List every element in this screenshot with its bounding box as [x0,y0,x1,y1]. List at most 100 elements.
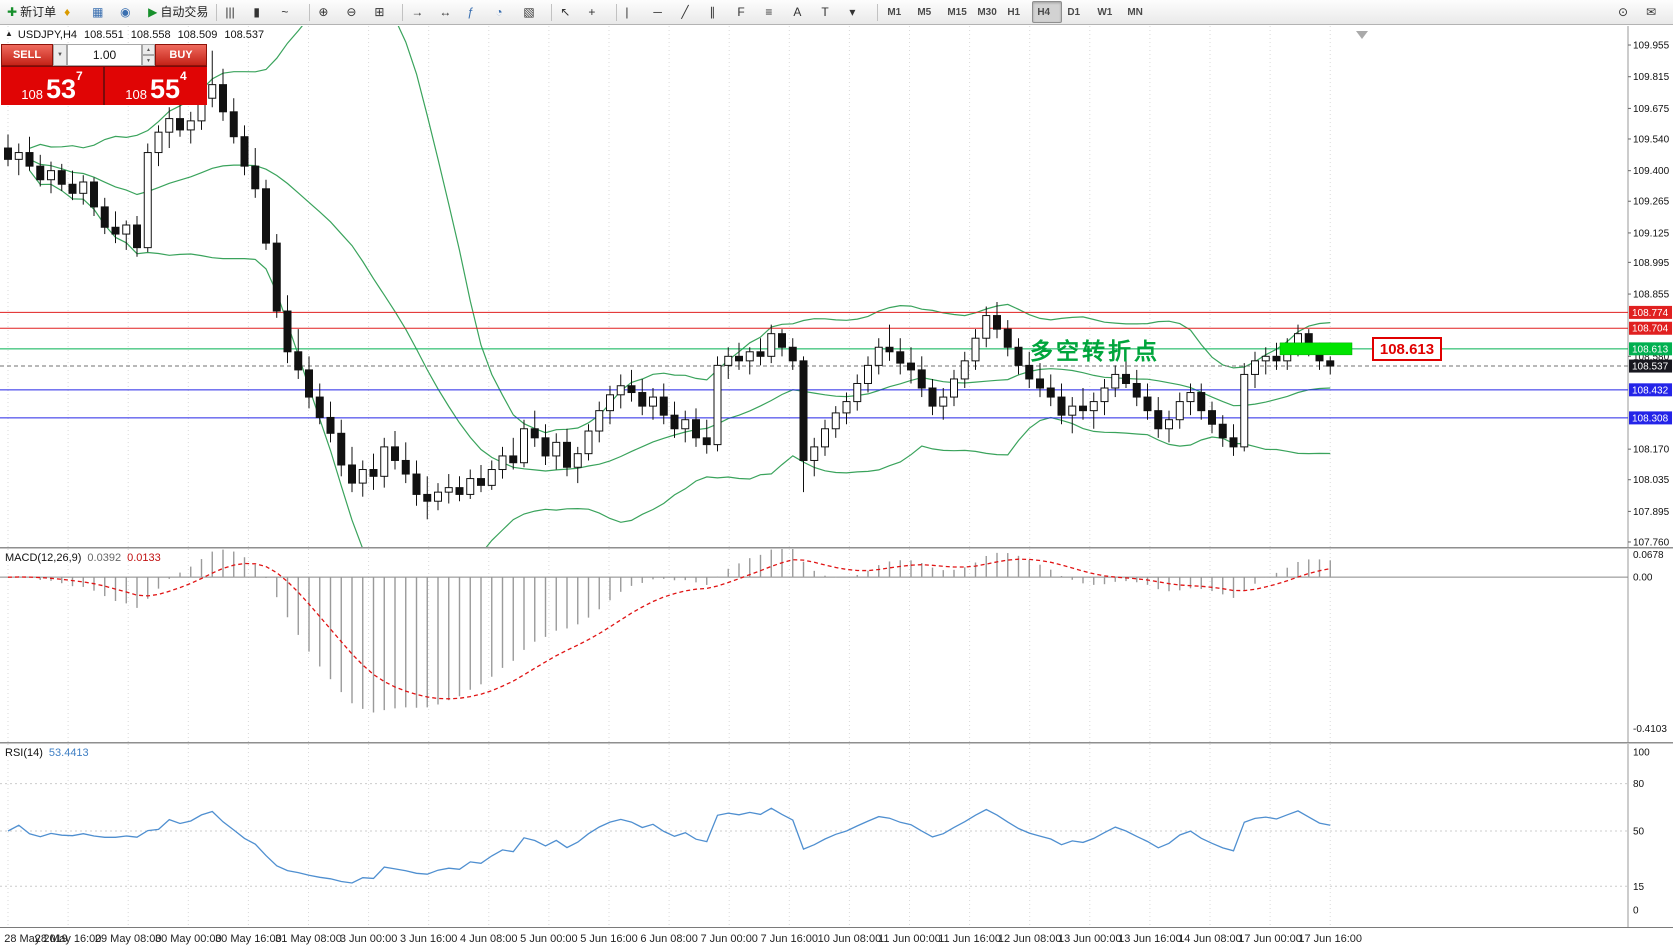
svg-text:108.855: 108.855 [1633,290,1670,301]
fibonacci-tool[interactable]: F [733,1,761,23]
autotrading-button-icon: ▶ [148,5,158,19]
macd-svg[interactable]: 0.0678 0.00 -0.4103 [0,549,1673,742]
bar-chart-button[interactable]: ||| [221,1,249,23]
svg-text:108.170: 108.170 [1633,445,1670,456]
lot-step-down-icon[interactable]: ▼ [142,55,155,66]
time-axis-label: 10 Jun 08:00 [817,933,882,945]
timeframe-mn[interactable]: MN [1122,1,1152,23]
toolbar-separator [551,3,553,21]
svg-text:107.760: 107.760 [1633,537,1670,547]
rsi-value: 53.4413 [48,747,89,759]
timeframe-m30[interactable]: M30 [972,1,1002,23]
svg-text:15: 15 [1633,882,1645,893]
buy-price[interactable]: 108 55 4 [105,67,207,105]
auto-scroll-button-icon: → [411,5,424,19]
lot-dropdown-icon[interactable]: ▼ [53,44,67,66]
label-tool[interactable]: T [817,1,845,23]
turning-point-annotation: 多空转折点 [1030,338,1160,364]
toolbar-right-group: ⊙ ✉ [1614,1,1670,23]
price-axis: 109.955 109.815 109.675 109.540 109.400 109.2… [1628,41,1672,547]
horizontal-line-tool[interactable]: ─ [649,1,677,23]
symbol-period-label: USDJPY,H4 [17,29,78,41]
rsi-svg[interactable]: 100 80 50 15 0 [0,744,1673,927]
zoom-out-button[interactable]: ⊖ [342,1,370,23]
zoom-in-button[interactable]: ⊕ [314,1,342,23]
grid-tool[interactable]: ≡ [761,1,789,23]
chart-ohlc-header: ▲ USDJPY,H4 108.551 108.558 108.509 108.… [5,29,264,41]
timeframe-w1-label: W1 [1097,6,1113,18]
indicators-button[interactable]: ƒ [463,1,491,23]
vertical-line-tool[interactable]: | [621,1,649,23]
one-click-collapse-icon[interactable]: ▲ [5,29,13,38]
timeframe-w1[interactable]: W1 [1092,1,1122,23]
label-tool-icon: T [821,5,829,19]
timeframe-d1[interactable]: D1 [1062,1,1092,23]
metaeditor-button-icon: ♦ [64,5,71,19]
time-axis[interactable]: 28 May 2019 28 May 16:00 29 May 08:00 30 Ma… [0,927,1673,950]
sell-price-big: 53 [45,74,77,105]
rsi-line [7,807,1331,884]
macd-pane[interactable]: 0.0678 0.00 -0.4103 MACD(12,26,9) 0.0392 0… [0,549,1673,742]
timeframe-h4[interactable]: H4 [1032,1,1063,23]
macd-pane-divider[interactable] [0,547,1673,549]
svg-text:107.895: 107.895 [1633,507,1670,518]
tile-windows-button[interactable]: ⊞ [370,1,398,23]
rsi-label: RSI(14) 53.4413 [5,747,89,759]
svg-text:0.00: 0.00 [1633,573,1653,584]
svg-text:108.035: 108.035 [1633,475,1670,486]
timeframe-m5[interactable]: M5 [912,1,942,23]
timeframe-m15-label: M15 [947,6,967,18]
timeframe-m5-label: M5 [917,6,932,18]
crosshair-tool[interactable]: + [584,1,612,23]
auto-scroll-button[interactable]: → [407,1,435,23]
timeframe-m1[interactable]: M1 [882,1,912,23]
main-toolbar: ✚ 新订单 ♦ ▦ ◉ ▶ 自动交易 ||| ▮ ~ ⊕ ⊖ ⊞ → ↔ ƒ ◔ ▧ ↖ + | ─ ╱ ∥ F ≡ A T ▾ M1 M5… [0,0,1673,25]
terminal-button-icon: ◉ [120,5,131,19]
lot-step-up-icon[interactable]: ▲ [142,44,155,55]
timeframe-m15[interactable]: M15 [942,1,972,23]
terminal-button[interactable]: ◉ [116,1,144,23]
buy-price-prefix: 108 [125,87,147,102]
time-axis-label: 30 May 00:00 [154,933,222,945]
svg-text:0: 0 [1633,906,1639,917]
timeframe-h1[interactable]: H1 [1002,1,1032,23]
sell-price[interactable]: 108 53 7 [1,67,103,105]
main-chart-svg[interactable]: 109.955 109.815 109.675 109.540 109.400 109.2… [0,26,1673,547]
buy-button[interactable]: BUY [155,44,207,66]
time-axis-label: 11 Jun 00:00 [878,933,941,945]
channel-tool[interactable]: ∥ [705,1,733,23]
new-order-button[interactable]: ✚ 新订单 [3,1,60,23]
timeframe-mn-label: MN [1127,6,1143,18]
line-chart-button[interactable]: ~ [277,1,305,23]
search-button[interactable]: ⊙ [1614,1,1642,23]
buy-price-sup: 4 [180,69,187,83]
periods-button[interactable]: ◔ [491,1,519,23]
grid-tool-icon: ≡ [765,5,773,19]
cursor-tool[interactable]: ↖ [556,1,584,23]
macd-name: MACD(12,26,9) [5,552,82,564]
search-button-icon: ⊙ [1618,5,1629,19]
templates-button[interactable]: ▧ [519,1,547,23]
autotrading-button[interactable]: ▶ 自动交易 [144,1,212,23]
trendline-tool[interactable]: ╱ [677,1,705,23]
rsi-pane[interactable]: 100 80 50 15 0 RSI(14) 53.4413 [0,744,1673,927]
svg-text:0.0678: 0.0678 [1633,550,1664,561]
sell-button[interactable]: SELL [1,44,53,66]
time-axis-label: 5 Jun 00:00 [520,933,578,945]
crosshair-tool-icon: + [588,5,596,19]
ohlc-close: 108.537 [224,29,265,41]
arrows-tool[interactable]: ▾ [845,1,873,23]
main-chart-pane[interactable]: 109.955 109.815 109.675 109.540 109.400 109.2… [0,26,1673,547]
ohlc-open: 108.551 [84,29,124,41]
text-tool[interactable]: A [789,1,817,23]
time-axis-label: 28 May 2019 [4,933,68,945]
messages-button[interactable]: ✉ [1642,1,1670,23]
cursor-tool-icon: ↖ [560,5,571,19]
metaeditor-button[interactable]: ♦ [60,1,88,23]
chart-shift-button[interactable]: ↔ [435,1,463,23]
market-watch-button[interactable]: ▦ [88,1,116,23]
rsi-pane-divider[interactable] [0,742,1673,744]
candlestick-chart-button[interactable]: ▮ [249,1,277,23]
lot-size-input[interactable]: 1.00 [67,44,142,66]
